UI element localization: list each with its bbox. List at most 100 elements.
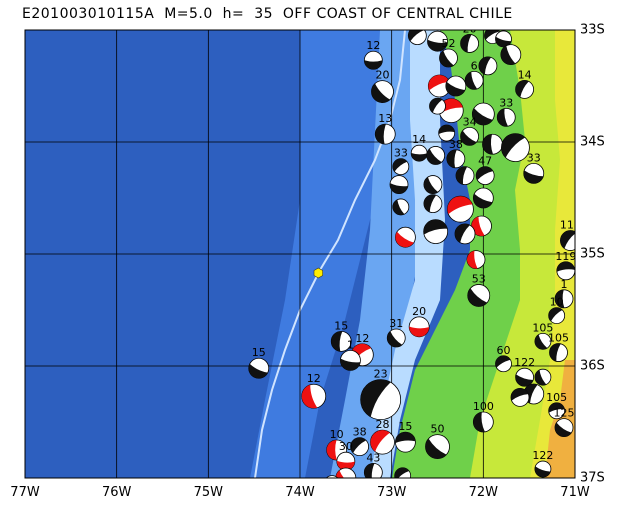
latitude-tick-label: 37S	[580, 470, 605, 486]
focal-mechanism-event[interactable]	[423, 194, 443, 214]
focal-mechanism-event[interactable]	[429, 97, 446, 115]
focal-mechanism-event[interactable]	[534, 368, 552, 386]
epicenter-marker[interactable]	[313, 267, 324, 279]
focal-mechanism-event[interactable]: 119	[555, 250, 576, 281]
focal-mechanism-event[interactable]: 20	[371, 69, 394, 103]
focal-mechanism-event[interactable]: 33	[496, 96, 516, 127]
beachball-compressional-quadrant	[411, 153, 428, 162]
focal-mechanism-event[interactable]	[339, 486, 357, 504]
focal-mechanism-event[interactable]	[471, 102, 495, 126]
focal-mechanism-event[interactable]	[501, 133, 530, 163]
focal-mechanism-event[interactable]	[447, 195, 474, 223]
focal-mechanism-event[interactable]: 100	[473, 400, 494, 433]
focal-mechanism-event[interactable]: 20	[460, 22, 479, 53]
focal-mechanism-event[interactable]: 122	[514, 356, 535, 387]
event-depth-label: 1	[347, 338, 354, 351]
focal-mechanism-event[interactable]	[438, 124, 456, 142]
focal-mechanism-event[interactable]: 47	[475, 155, 495, 186]
focal-mechanism-event[interactable]: 52	[439, 37, 458, 68]
focal-mechanism-event[interactable]	[482, 133, 503, 155]
event-depth-label: 6	[471, 59, 478, 72]
focal-mechanism-event[interactable]: 14	[515, 68, 534, 99]
focal-mechanism-event[interactable]: 6	[464, 59, 484, 90]
focal-mechanism-event[interactable]	[478, 56, 498, 76]
beachball-compressional-quadrant	[395, 432, 416, 444]
focal-mechanism-event[interactable]	[510, 387, 530, 407]
focal-mechanism-event[interactable]	[389, 175, 409, 194]
beachball-compressional-quadrant	[501, 133, 526, 158]
beachball-compressional-quadrant	[395, 231, 414, 248]
focal-mechanism-event[interactable]: 20	[408, 305, 430, 338]
focal-mechanism-event[interactable]	[427, 74, 451, 98]
beachball-compressional-quadrant	[331, 331, 343, 352]
focal-mechanism-event[interactable]: 105	[532, 321, 553, 350]
focal-mechanism-event[interactable]: 10	[548, 296, 566, 325]
event-depth-label: 28	[376, 418, 390, 431]
focal-mechanism-event[interactable]: 33	[392, 147, 410, 176]
event-depth-label: 13	[486, 16, 500, 29]
focal-mechanism-event[interactable]	[423, 219, 449, 245]
focal-mechanism-event[interactable]	[392, 198, 410, 216]
focal-mechanism-event[interactable]: 34	[460, 115, 479, 146]
beachball-compressional-quadrant	[560, 230, 575, 249]
focal-mechanism-event[interactable]: 15	[248, 346, 270, 379]
beachball-compressional-quadrant	[335, 470, 344, 478]
focal-mechanism-event[interactable]: 1	[340, 338, 361, 371]
focal-mechanism-event[interactable]: 38	[446, 138, 466, 169]
focal-mechanism-event[interactable]: 122	[532, 449, 553, 478]
focal-mechanism-event[interactable]: 53	[467, 272, 491, 307]
focal-mechanism-event[interactable]	[357, 497, 375, 507]
focal-mechanism-event[interactable]	[445, 75, 467, 97]
focal-mechanism-event[interactable]: 30	[336, 440, 356, 471]
focal-mechanism-event[interactable]: 105	[546, 391, 567, 420]
focal-mechanism-event[interactable]: 105	[548, 332, 569, 362]
focal-mechanism-event[interactable]	[325, 500, 349, 507]
focal-mechanism-event[interactable]	[466, 250, 486, 270]
focal-mechanism-event[interactable]: 33	[523, 151, 545, 184]
focal-mechanism-event[interactable]: 12	[301, 372, 327, 409]
focal-mechanism-event[interactable]	[394, 467, 412, 484]
beachball-compressional-quadrant	[497, 108, 508, 127]
focal-mechanism-event[interactable]	[335, 467, 357, 488]
focal-mechanism-event[interactable]: 13	[374, 112, 396, 145]
focal-mechanism-event[interactable]	[426, 146, 446, 165]
focal-mechanism-event[interactable]	[324, 475, 340, 492]
focal-mechanism-event[interactable]	[423, 175, 443, 194]
focal-mechanism-event[interactable]: 38	[350, 426, 369, 457]
beachball-compressional-quadrant	[548, 402, 565, 413]
focal-mechanism-event[interactable]	[395, 226, 416, 248]
beachball-compressional-quadrant	[409, 326, 430, 337]
focal-mechanism-event[interactable]	[454, 223, 476, 245]
focal-mechanism-event[interactable]: 28	[370, 418, 395, 455]
focal-mechanism-event[interactable]: 31	[386, 317, 406, 348]
focal-mechanism-event[interactable]: 23	[360, 368, 402, 421]
focal-mechanism-event[interactable]: 25	[427, 19, 448, 52]
focal-mechanism-event[interactable]: 1	[554, 278, 574, 309]
beachball-compressional-quadrant	[476, 166, 493, 181]
beachball-compressional-quadrant	[340, 358, 361, 371]
focal-mechanism-event[interactable]: 12	[363, 39, 383, 70]
event-depth-label: 20	[463, 22, 477, 35]
beachball-compressional-quadrant	[439, 50, 454, 68]
beachball-compressional-quadrant	[360, 379, 391, 417]
land-high	[545, 360, 575, 478]
focal-mechanism-event[interactable]: 43	[363, 451, 383, 481]
focal-mechanism-event[interactable]: 15	[330, 319, 352, 352]
focal-mechanism-event[interactable]: 15	[395, 420, 416, 453]
focal-mechanism-event[interactable]: 14	[410, 133, 428, 162]
focal-mechanism-event[interactable]: 14	[495, 19, 512, 48]
focal-mechanism-event[interactable]	[500, 44, 522, 66]
focal-mechanism-event[interactable]: 5	[407, 15, 427, 45]
event-depth-label: 20	[376, 69, 390, 82]
focal-mechanism-event[interactable]	[472, 187, 494, 209]
event-depth-label: 12	[366, 39, 380, 52]
focal-mechanism-event[interactable]: 125	[554, 407, 575, 438]
focal-mechanism-event[interactable]: 50	[425, 423, 450, 460]
longitude-tick-label: 75W	[193, 485, 224, 500]
focal-mechanism-event[interactable]	[455, 166, 475, 186]
focal-mechanism-event[interactable]: 60	[495, 344, 512, 373]
beachball-outline	[325, 475, 339, 478]
focal-mechanism-event[interactable]: 112	[560, 219, 581, 251]
